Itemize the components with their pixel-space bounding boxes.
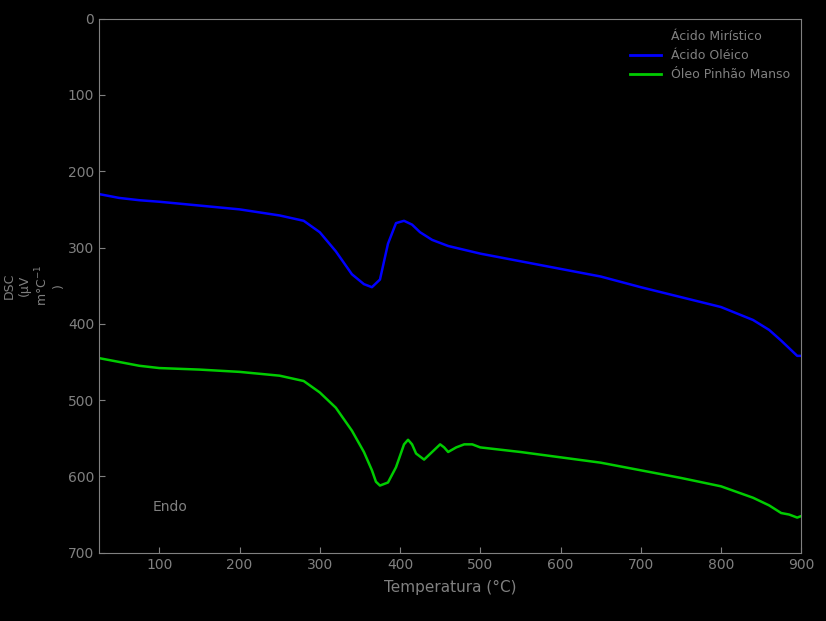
Text: Endo: Endo [153,500,188,514]
X-axis label: Temperatura (°C): Temperatura (°C) [384,580,516,595]
Legend: Ácido Mirístico, Ácido Oléico, Óleo Pinhão Manso: Ácido Mirístico, Ácido Oléico, Óleo Pinh… [624,25,795,86]
Y-axis label: DSC
(µV
m°C$^{-1}$
): DSC (µV m°C$^{-1}$ ) [2,265,65,306]
